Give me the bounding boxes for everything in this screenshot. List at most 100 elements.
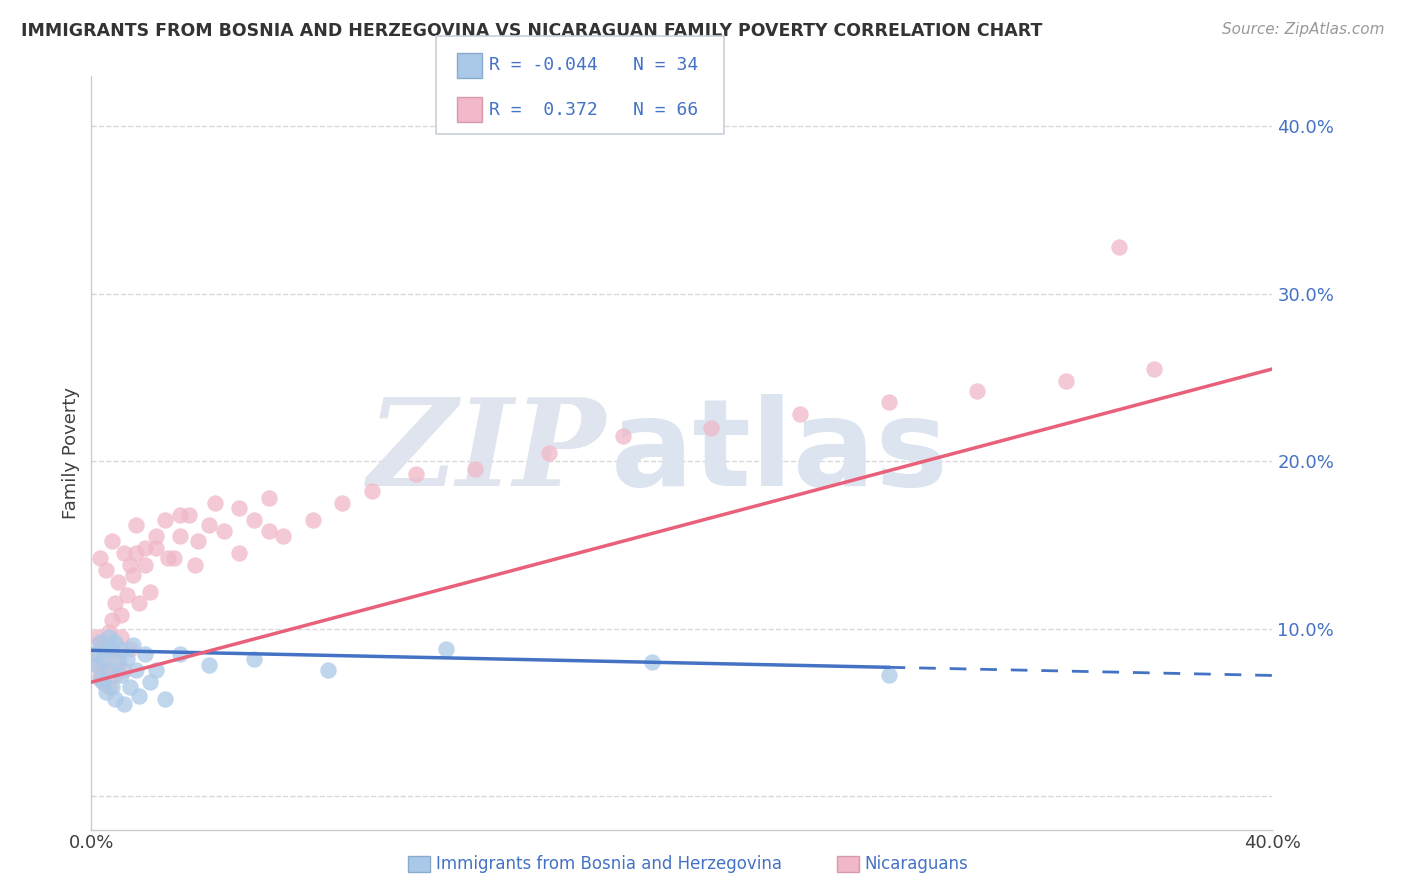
Point [118,558,141,572]
Point [112,664,135,678]
Point [169,529,191,543]
Point [104,668,127,682]
Point [163,551,186,566]
Point [115,651,138,665]
Point [104,635,127,649]
Point [83,647,105,661]
Point [96,664,118,678]
Point [121,568,143,582]
Point [98,630,121,644]
Point [139,584,162,599]
Point [405,467,427,482]
Point [1143,362,1166,376]
Text: N = 66: N = 66 [633,101,697,119]
Point [89,635,111,649]
Point [157,551,180,566]
Point [434,641,457,656]
Point [153,692,177,706]
Point [83,647,105,661]
Point [118,680,141,694]
Point [228,500,250,515]
Point [153,513,177,527]
Point [104,692,127,706]
Text: Nicaraguans: Nicaraguans [865,855,969,873]
Point [257,524,280,539]
Point [110,641,132,656]
Point [96,641,118,656]
Point [169,508,191,522]
Point [96,638,118,652]
Point [101,680,124,694]
Point [789,407,811,421]
Point [124,664,148,678]
Point [112,697,135,711]
Point [128,689,150,703]
Point [301,513,323,527]
Y-axis label: Family Poverty: Family Poverty [62,387,80,518]
Point [110,608,132,623]
Text: N = 34: N = 34 [633,56,697,74]
Point [110,630,132,644]
Point [177,508,200,522]
Point [1108,240,1130,254]
Point [107,655,129,669]
Point [145,664,167,678]
Point [612,429,634,443]
Point [243,651,266,665]
Point [104,596,127,610]
Point [89,668,111,682]
Point [214,524,236,539]
Point [700,420,723,434]
Text: Source: ZipAtlas.com: Source: ZipAtlas.com [1222,22,1385,37]
Point [89,672,111,686]
Point [641,655,664,669]
Point [98,664,121,678]
Point [98,680,121,694]
Point [332,496,354,510]
Point [91,675,114,690]
Point [91,651,114,665]
Point [1054,374,1077,388]
Point [134,541,156,556]
Point [121,638,143,652]
Text: Immigrants from Bosnia and Herzegovina: Immigrants from Bosnia and Herzegovina [436,855,782,873]
Text: R = -0.044: R = -0.044 [489,56,598,74]
Point [464,462,486,476]
Point [877,668,900,682]
Point [198,517,221,532]
Point [110,668,132,682]
Text: R =  0.372: R = 0.372 [489,101,598,119]
Point [86,630,108,644]
Point [273,529,295,543]
Point [107,651,129,665]
Point [101,641,124,656]
Point [107,574,129,589]
Point [86,658,108,673]
Point [145,541,167,556]
Point [118,641,141,656]
Point [101,641,124,656]
Text: ZIP: ZIP [367,393,605,512]
Point [316,664,339,678]
Point [257,491,280,505]
Point [124,546,148,560]
Point [134,647,156,661]
Point [96,563,118,577]
Point [98,624,121,639]
Point [198,658,221,673]
Point [112,546,135,560]
Point [91,675,114,690]
Point [228,546,250,560]
Point [877,395,900,409]
Point [124,517,148,532]
Point [96,685,118,699]
Point [101,534,124,549]
Point [183,558,207,572]
Point [204,496,226,510]
Point [187,534,209,549]
Point [537,445,560,460]
Point [91,655,114,669]
Point [86,658,108,673]
Text: IMMIGRANTS FROM BOSNIA AND HERZEGOVINA VS NICARAGUAN FAMILY POVERTY CORRELATION : IMMIGRANTS FROM BOSNIA AND HERZEGOVINA V… [21,22,1042,40]
Point [139,675,162,690]
